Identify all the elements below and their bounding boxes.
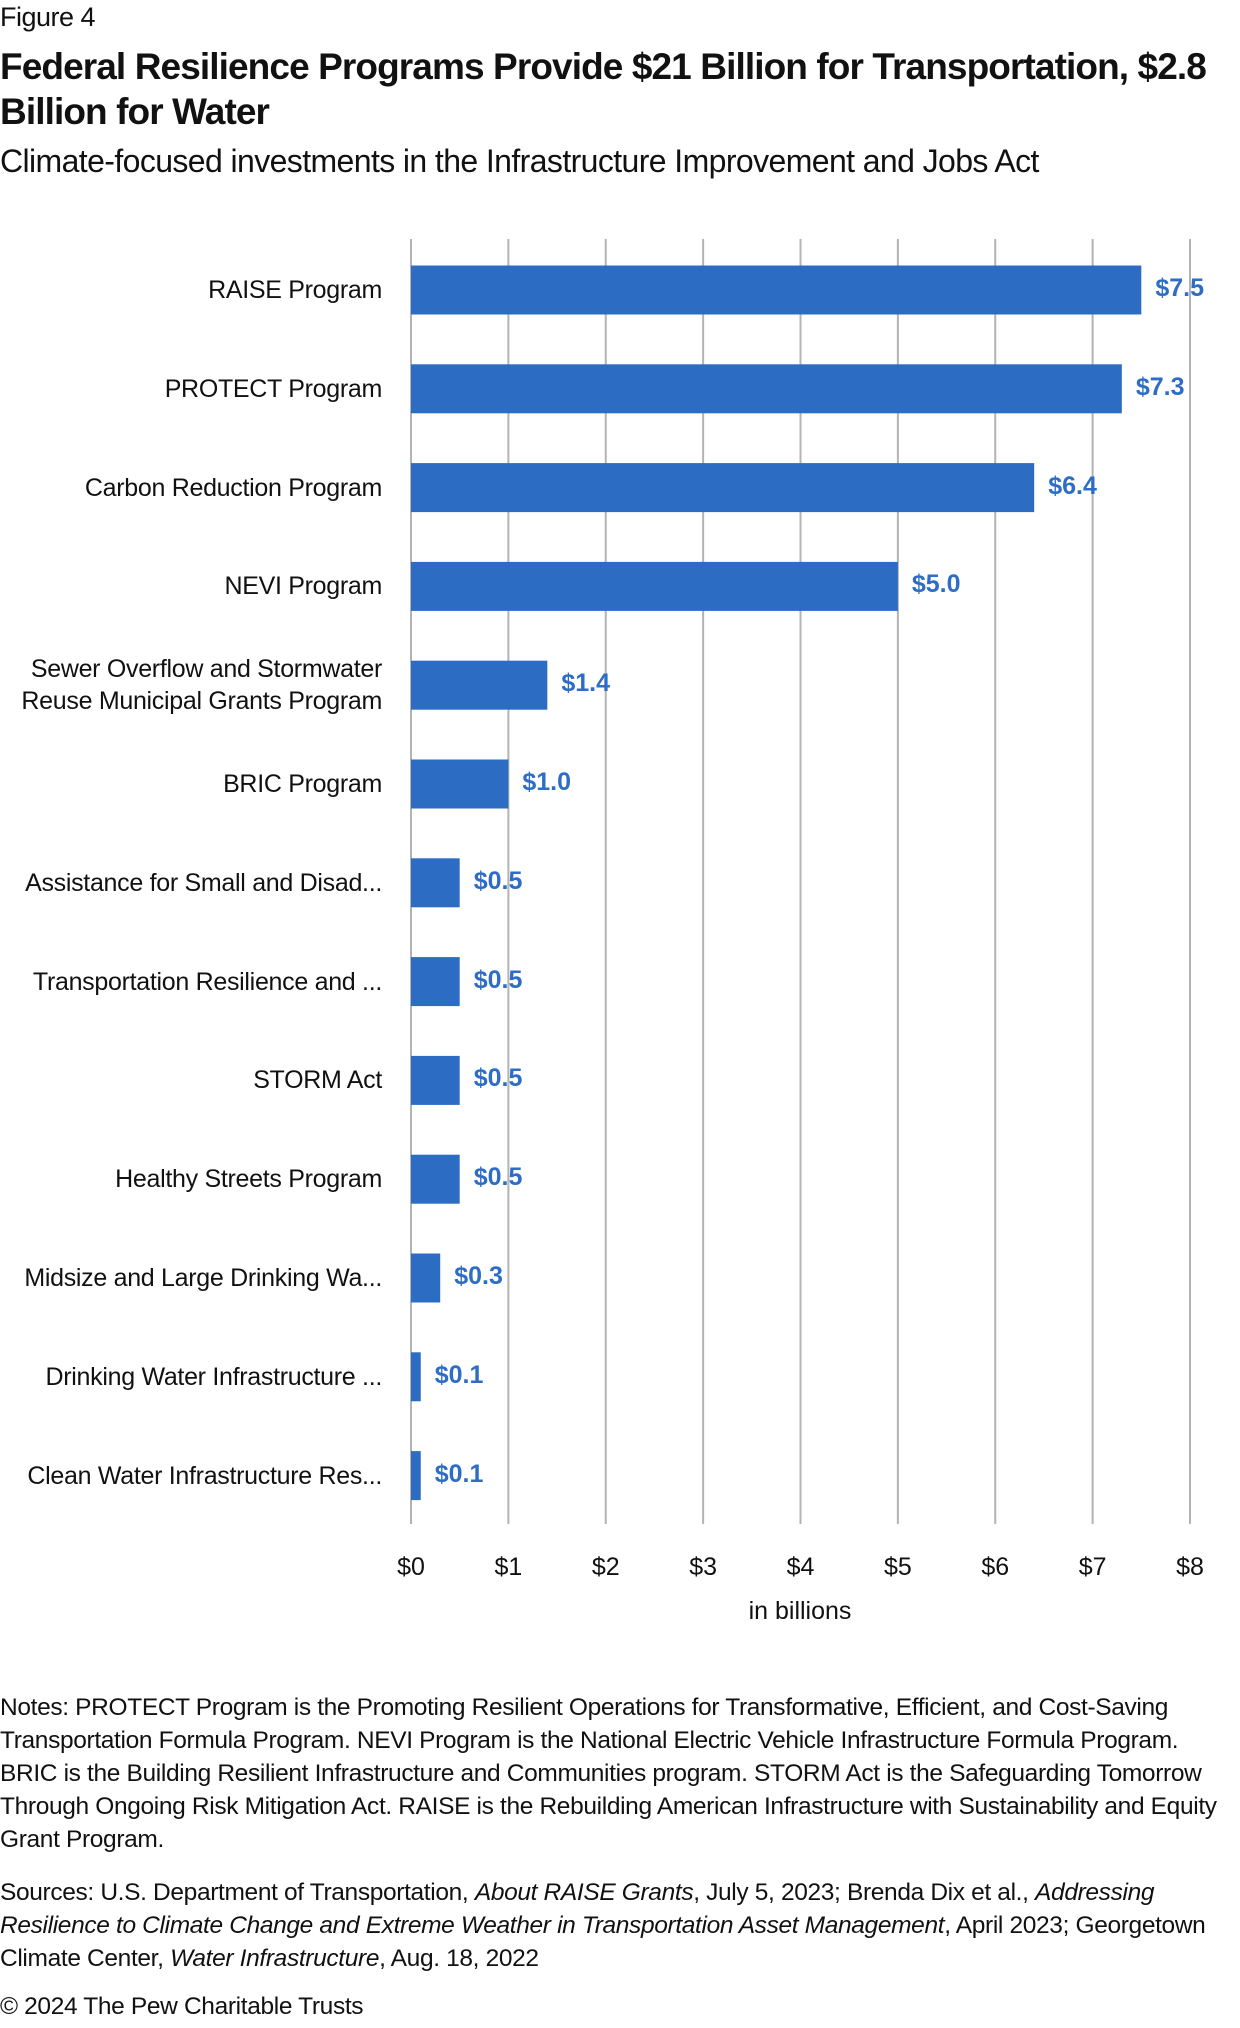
value-label: $7.3 (1135, 372, 1185, 401)
category-label: Healthy Streets Program (115, 1165, 382, 1194)
notes: Notes: PROTECT Program is the Promoting … (0, 1694, 1217, 1853)
category-label: Midsize and Large Drinking Wa... (24, 1264, 382, 1292)
category-label: Assistance for Small and Disad... (25, 868, 382, 897)
value-label: $1.0 (522, 768, 572, 796)
category-label: RAISE Program (208, 276, 382, 304)
x-tick-label: $3 (689, 1553, 718, 1581)
value-label: $6.4 (1048, 471, 1097, 500)
bar (411, 265, 1142, 315)
source-title: Water Infrastructure (170, 1945, 380, 1972)
source-title: About RAISE Grants (474, 1879, 694, 1906)
category-label: Sewer Overflow and Stormwater Reuse Munic… (21, 655, 382, 716)
bar (411, 364, 1122, 414)
sources-text: , April 2023; Georgetown Climate Center, (0, 1912, 1206, 1972)
x-tick-label: $4 (786, 1553, 815, 1581)
bar (411, 660, 548, 710)
bar (411, 1055, 460, 1105)
category-label: BRIC Program (223, 770, 382, 798)
value-label: $0.3 (454, 1262, 503, 1290)
value-label: $1.4 (561, 669, 610, 698)
bar (411, 1253, 441, 1303)
category-label: Clean Water Infrastructure Res... (27, 1461, 382, 1490)
chart-title: Federal Resilience Programs Provide $21 … (0, 46, 1207, 132)
sources-text: , Aug. 18, 2022 (379, 1945, 539, 1972)
category-label: Drinking Water Infrastructure ... (45, 1362, 383, 1391)
source-title: Addressing Resilience to Climate Change … (0, 1879, 1155, 1939)
sources: Sources: U.S. Department of Transportati… (0, 1876, 1240, 1975)
x-tick-label: $7 (1078, 1553, 1107, 1581)
bar (411, 957, 460, 1007)
bar (411, 1352, 421, 1402)
chart-subtitle: Climate-focused investments in the Infra… (0, 143, 1039, 179)
category-label: PROTECT Program (164, 374, 383, 403)
category-label: Transportation Resilience and ... (32, 967, 382, 996)
x-tick-label: $1 (494, 1553, 523, 1581)
bar (411, 561, 898, 611)
sources-text: , July 5, 2023; Brenda Dix et al., (693, 1879, 1036, 1906)
category-label: Carbon Reduction Program (84, 473, 382, 502)
x-axis-label: in billions (748, 1597, 852, 1625)
x-tick-label: $2 (591, 1553, 620, 1581)
value-label: $0.5 (473, 1163, 523, 1192)
copyright: © 2024 The Pew Charitable Trusts (0, 1993, 364, 2020)
value-label: $0.1 (434, 1459, 484, 1488)
x-tick-label: $0 (397, 1553, 425, 1581)
value-label: $0.1 (434, 1360, 484, 1389)
x-tick-label: $5 (883, 1553, 912, 1581)
figure-label: Figure 4 (0, 2, 96, 32)
bar (411, 858, 460, 908)
category-label: STORM Act (253, 1066, 382, 1095)
bar (411, 759, 509, 809)
bar (411, 1154, 460, 1204)
value-label: $0.5 (473, 866, 523, 895)
category-label: NEVI Program (224, 572, 382, 601)
sources-text: Sources: U.S. Department of Transportati… (0, 1879, 475, 1906)
value-label: $0.5 (473, 1064, 523, 1093)
value-label: $5.0 (911, 570, 961, 599)
value-label: $0.5 (473, 965, 523, 994)
bar (411, 463, 1035, 513)
x-tick-label: $6 (981, 1553, 1010, 1581)
x-tick-label: $8 (1176, 1553, 1204, 1581)
bar (411, 1451, 421, 1501)
value-label: $7.5 (1155, 274, 1204, 302)
